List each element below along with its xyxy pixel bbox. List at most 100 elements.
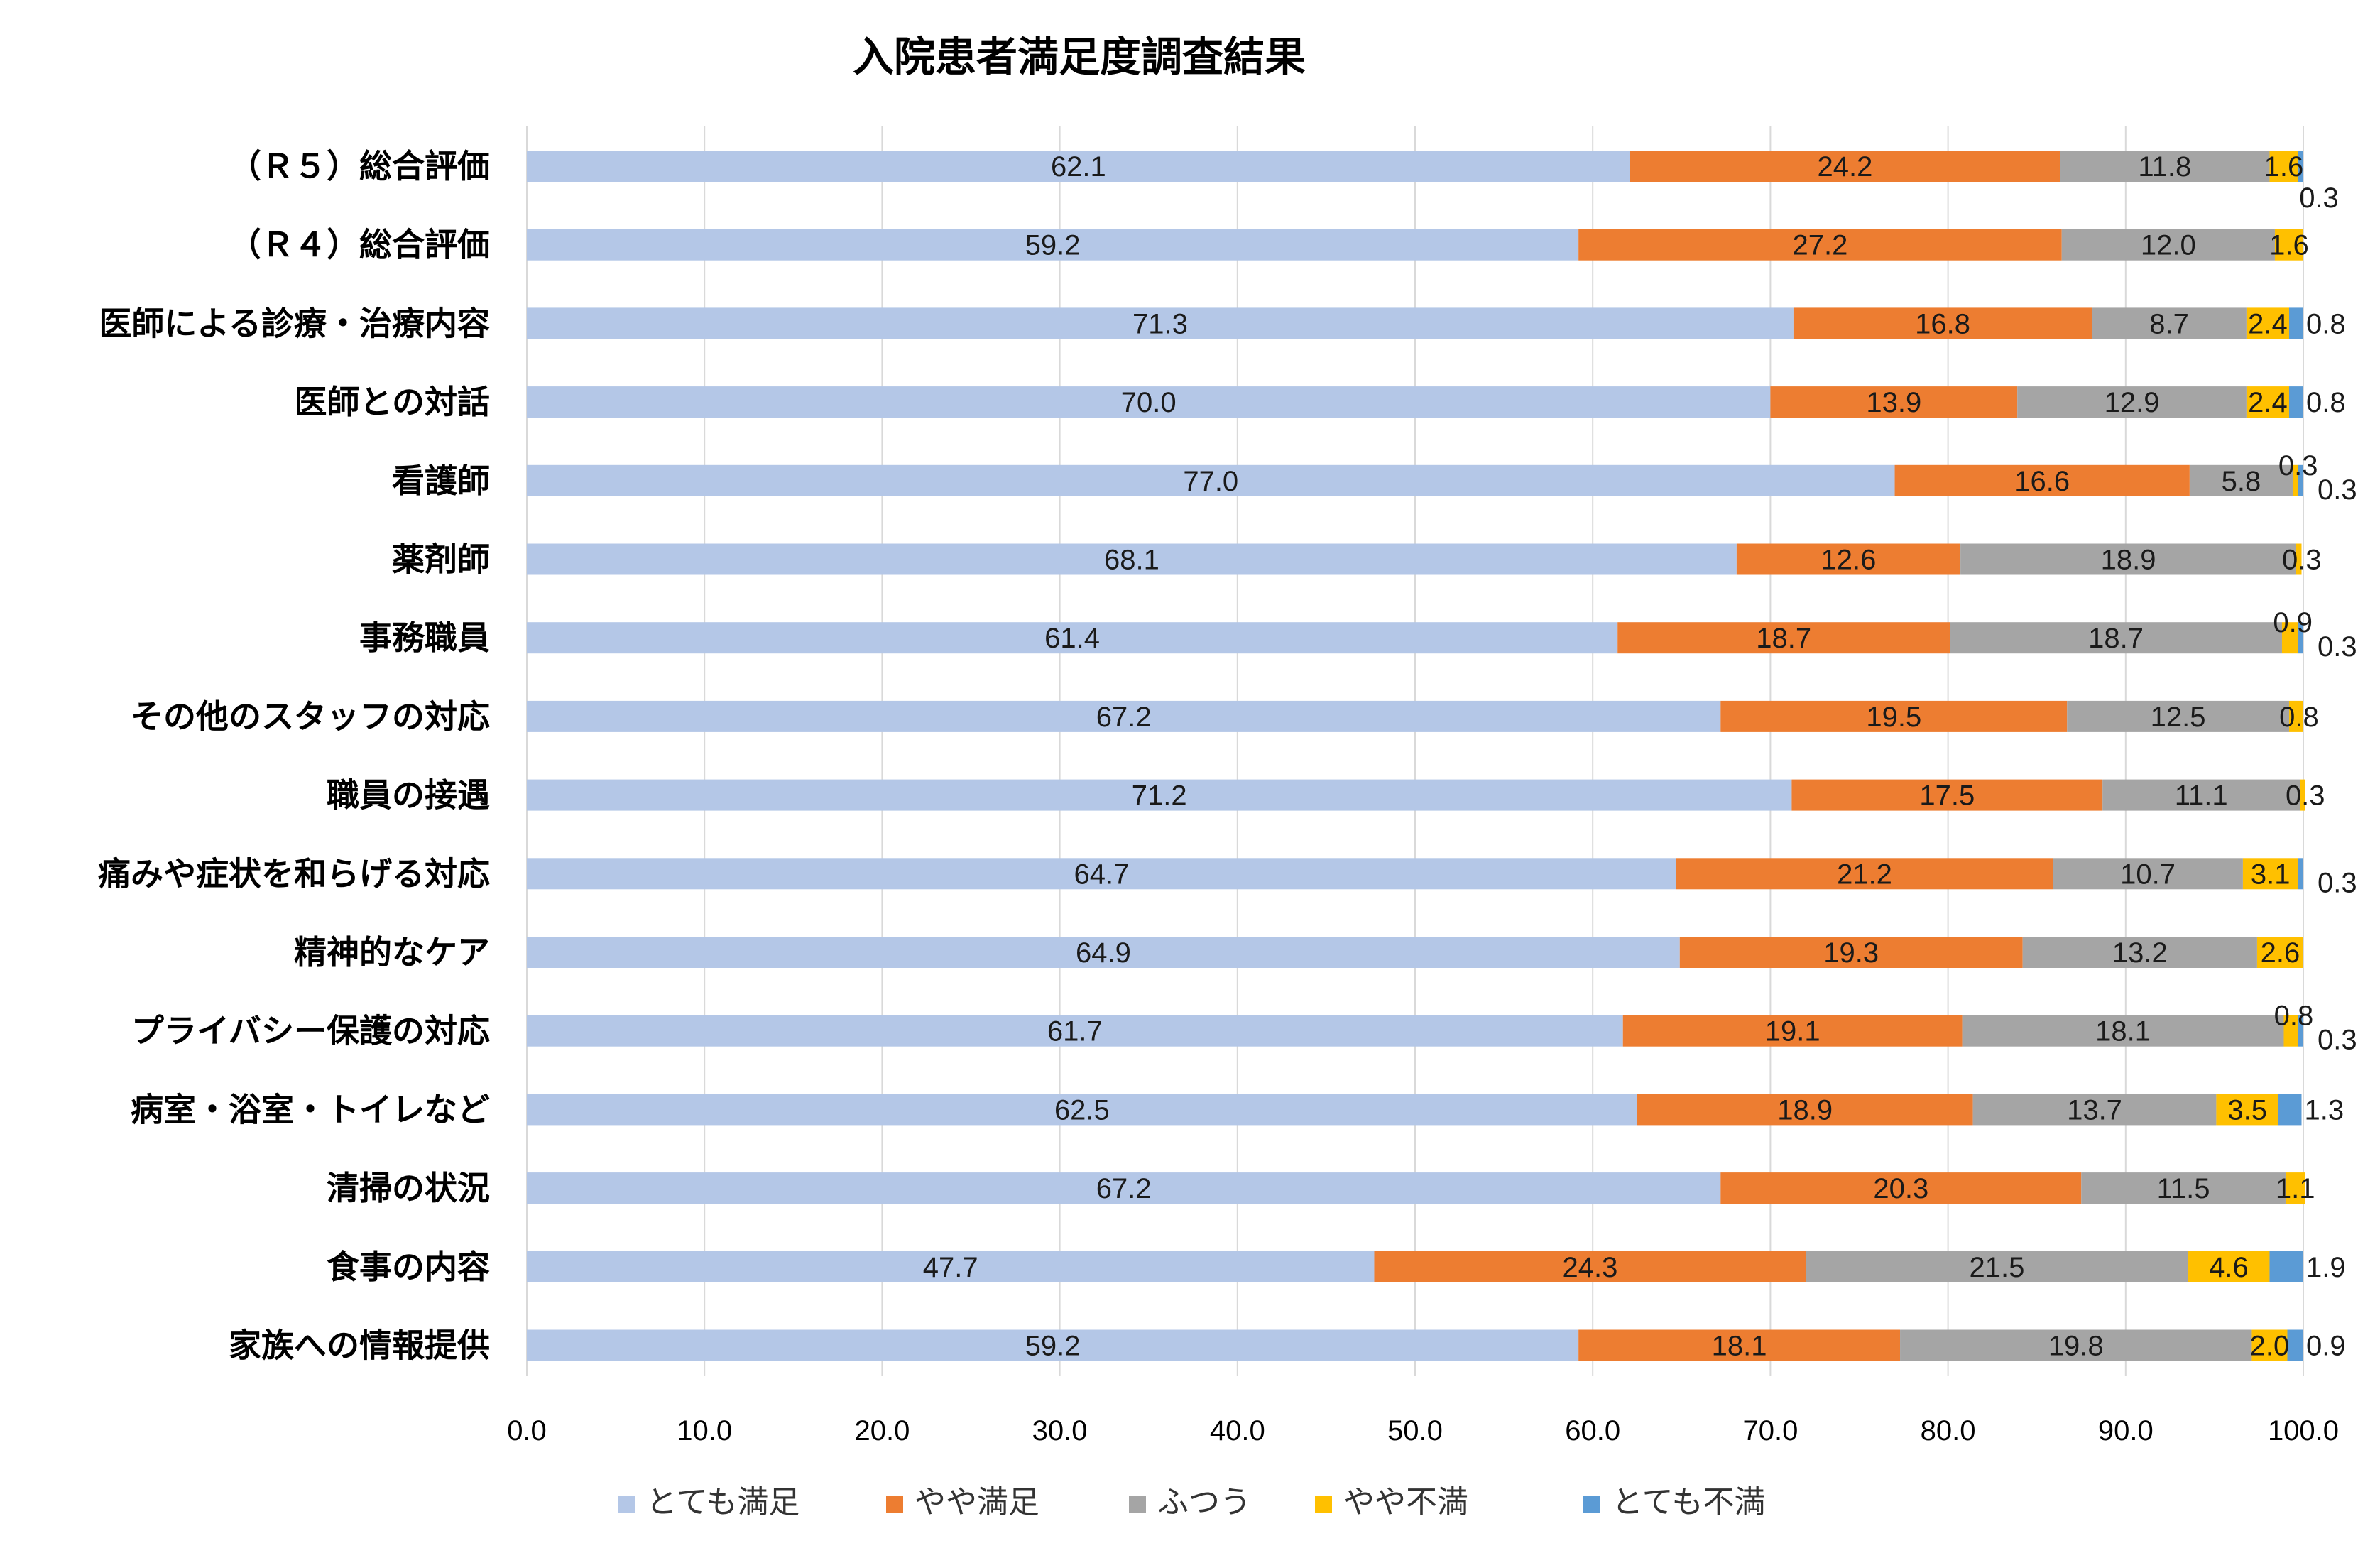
bar-segment [527, 937, 1680, 968]
category-label: 病室・浴室・トイレなど [131, 1090, 490, 1128]
bar-segment [2246, 386, 2289, 418]
bar-segment [2288, 307, 2303, 339]
legend-swatch [1129, 1496, 1146, 1513]
data-label: 12.0 [2141, 230, 2196, 261]
category-label: 精神的なケア [294, 933, 490, 971]
bar-segment [527, 151, 1630, 182]
bar-segment [2216, 1094, 2278, 1126]
data-label: 47.7 [923, 1252, 978, 1283]
bar-segment [1894, 464, 2190, 496]
data-label: 59.2 [1025, 230, 1081, 261]
bar-segment [2067, 700, 2289, 732]
data-label: 1.9 [2306, 1252, 2346, 1283]
data-label: 71.3 [1132, 308, 1188, 339]
x-tick-label: 40.0 [1210, 1415, 1265, 1447]
data-label: 1.3 [2304, 1094, 2344, 1126]
data-label: 2.6 [2261, 937, 2300, 969]
bar-segment [1720, 1172, 2082, 1204]
x-tick-label: 50.0 [1387, 1415, 1443, 1447]
bar-segment [2274, 229, 2303, 261]
data-label: 27.2 [1793, 230, 1848, 261]
bar-segment [527, 1094, 1637, 1126]
data-label: 11.1 [2175, 780, 2228, 812]
category-labels: （Ｒ５）総合評価 （Ｒ４）総合評価医師による診療・治療内容医師との対話看護師薬剤師… [98, 147, 490, 1365]
data-label: 8.7 [2149, 308, 2189, 339]
data-label: 2.4 [2248, 387, 2288, 418]
category-label: 医師による診療・治療内容 [99, 304, 490, 342]
data-label: 68.1 [1104, 545, 1159, 576]
bar-segment [527, 1329, 1579, 1361]
bar-segment [527, 229, 1579, 261]
bar-segment [2102, 779, 2300, 811]
bar-segment [527, 1251, 1375, 1282]
bar-segment [1720, 700, 2068, 732]
legend-label: とても不満 [1612, 1484, 1765, 1520]
category-label: 清掃の状況 [327, 1169, 490, 1207]
x-tick-label: 90.0 [2098, 1415, 2154, 1447]
data-label: 18.9 [2101, 545, 2156, 576]
data-label: 3.1 [2251, 859, 2291, 890]
x-tick-label: 60.0 [1565, 1415, 1620, 1447]
category-label: 薬剤師 [392, 540, 490, 579]
bar-segment [1630, 151, 2060, 182]
bar-segment [527, 700, 1721, 732]
legend-swatch [1583, 1496, 1600, 1513]
bar-segment [1791, 779, 2103, 811]
category-label: 家族への情報提供 [229, 1327, 490, 1365]
data-label: 1.6 [2264, 151, 2304, 183]
bar-segment [2283, 1015, 2298, 1047]
data-label: 0.9 [2273, 607, 2313, 638]
category-label: （Ｒ５）総合評価 [229, 147, 490, 185]
bar-segment [1617, 622, 1950, 654]
data-label: 18.1 [1712, 1331, 1767, 1362]
x-tick-label: 20.0 [854, 1415, 910, 1447]
bar-segment [527, 464, 1895, 496]
data-label: 3.5 [2227, 1094, 2267, 1126]
data-label: 67.2 [1096, 702, 1152, 733]
bar-segment [2022, 937, 2257, 968]
bar-segment [2296, 543, 2302, 575]
bar-segment [1960, 543, 2296, 575]
data-label: 18.7 [1756, 623, 1811, 654]
data-label: 0.8 [2306, 308, 2346, 339]
x-tick-label: 10.0 [677, 1415, 732, 1447]
bar-segment [527, 1172, 1721, 1204]
bar-segment [2299, 779, 2305, 811]
bar-segment [1637, 1094, 1973, 1126]
data-label: 11.8 [2138, 151, 2191, 183]
bar-segment [2281, 622, 2298, 654]
data-label: 2.0 [2250, 1331, 2290, 1362]
bar-segment [527, 779, 1792, 811]
data-label: 18.7 [2088, 623, 2144, 654]
bar-segment [527, 386, 1771, 418]
legend: とても満足 やや満足 ふつう やや不満 とても不満 [618, 1484, 1765, 1520]
data-label: 0.8 [2306, 387, 2346, 418]
data-label: 0.3 [2318, 474, 2357, 506]
bar-segment [2298, 1015, 2303, 1047]
bar-segment [527, 1015, 1623, 1047]
bar-segment [2285, 1172, 2305, 1204]
data-label: 16.8 [1915, 308, 1970, 339]
bar-segment [2298, 464, 2303, 496]
bar-segment [2081, 1172, 2286, 1204]
data-label: 19.1 [1765, 1016, 1821, 1047]
bar-segment [1736, 543, 1961, 575]
chart-title: 入院患者満足度調査結果 [853, 33, 1306, 81]
data-label: 0.3 [2286, 780, 2325, 812]
bar-segment [2246, 307, 2289, 339]
data-label: 13.7 [2067, 1094, 2122, 1126]
bar-segment [2292, 464, 2298, 496]
bar-segment [1793, 307, 2092, 339]
x-tick-label: 70.0 [1742, 1415, 1798, 1447]
data-label: 11.5 [2157, 1173, 2210, 1204]
category-label: （Ｒ４）総合評価 [229, 226, 490, 264]
bar-segment [527, 622, 1618, 654]
data-label: 0.3 [2318, 631, 2357, 663]
bar-segment [2288, 386, 2303, 418]
data-label: 64.7 [1074, 859, 1129, 890]
data-label: 13.9 [1866, 387, 1921, 418]
bar-segment [2251, 1329, 2288, 1361]
data-label: 16.6 [2014, 466, 2070, 497]
bar-segment [2269, 1251, 2303, 1282]
data-label: 12.9 [2105, 387, 2160, 418]
